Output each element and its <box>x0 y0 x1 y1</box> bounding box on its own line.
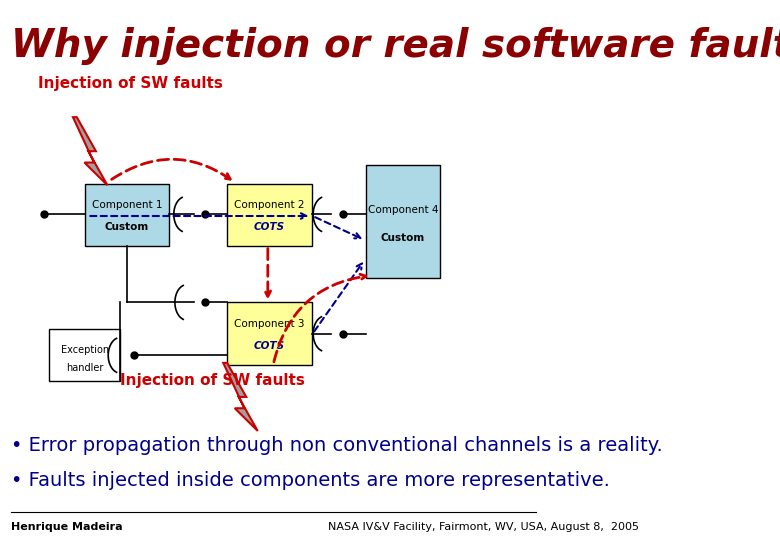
Text: COTS: COTS <box>254 222 285 232</box>
Text: Component 2: Component 2 <box>234 200 304 211</box>
Text: • Error propagation through non conventional channels is a reality.: • Error propagation through non conventi… <box>11 436 663 455</box>
FancyBboxPatch shape <box>227 302 311 364</box>
Text: Why injection or real software faults?: Why injection or real software faults? <box>11 27 780 65</box>
Text: NASA IV&V Facility, Fairmont, WV, USA, August 8,  2005: NASA IV&V Facility, Fairmont, WV, USA, A… <box>328 522 639 531</box>
Text: COTS: COTS <box>254 341 285 351</box>
Text: Injection of SW faults: Injection of SW faults <box>120 373 305 388</box>
FancyBboxPatch shape <box>49 329 120 381</box>
Text: Component 4: Component 4 <box>368 205 438 215</box>
Polygon shape <box>73 117 108 185</box>
Text: Henrique Madeira: Henrique Madeira <box>11 522 122 531</box>
Text: Custom: Custom <box>105 222 149 232</box>
Text: Component 3: Component 3 <box>234 319 304 329</box>
FancyBboxPatch shape <box>85 184 169 246</box>
FancyBboxPatch shape <box>227 184 311 246</box>
Text: Injection of SW faults: Injection of SW faults <box>38 76 223 91</box>
Text: Exception: Exception <box>61 345 108 355</box>
Text: • Faults injected inside components are more representative.: • Faults injected inside components are … <box>11 471 610 490</box>
Text: Component 1: Component 1 <box>92 200 162 211</box>
FancyBboxPatch shape <box>366 165 440 278</box>
Polygon shape <box>223 363 257 431</box>
Text: handler: handler <box>66 363 104 373</box>
Text: Custom: Custom <box>381 233 425 244</box>
